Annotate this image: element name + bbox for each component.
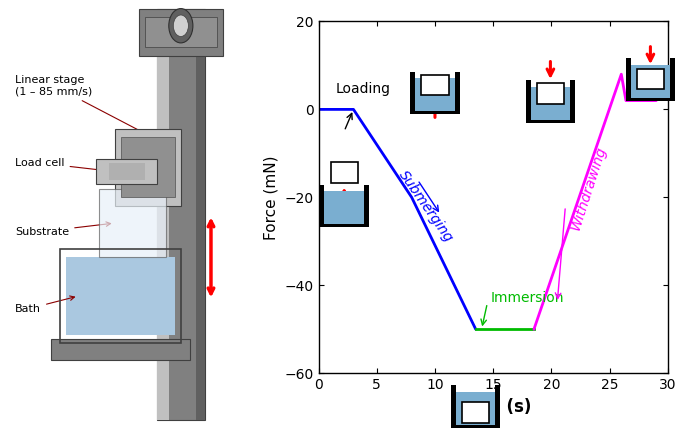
Bar xyxy=(60,249,181,343)
Bar xyxy=(97,159,157,184)
Text: Submerging: Submerging xyxy=(396,168,456,245)
Bar xyxy=(157,9,169,420)
Text: Bath: Bath xyxy=(15,296,75,314)
Bar xyxy=(145,17,217,47)
Bar xyxy=(121,137,175,197)
Text: Load cell: Load cell xyxy=(15,158,110,173)
Bar xyxy=(114,129,181,206)
Text: Substrate: Substrate xyxy=(15,222,110,237)
Bar xyxy=(108,163,145,180)
Y-axis label: Force (mN): Force (mN) xyxy=(264,155,279,239)
Text: Withdrawing: Withdrawing xyxy=(569,145,609,233)
Text: Loading: Loading xyxy=(336,82,391,96)
Bar xyxy=(51,339,190,360)
Bar xyxy=(196,9,205,420)
Bar xyxy=(66,257,175,335)
Bar xyxy=(157,9,205,420)
X-axis label: Time (s): Time (s) xyxy=(455,398,532,416)
Circle shape xyxy=(169,9,193,43)
Text: Immersion: Immersion xyxy=(491,291,564,305)
Bar xyxy=(138,9,223,56)
Bar xyxy=(99,189,166,257)
Circle shape xyxy=(173,15,188,36)
Text: Linear stage
(1 – 85 mm/s): Linear stage (1 – 85 mm/s) xyxy=(15,75,165,144)
